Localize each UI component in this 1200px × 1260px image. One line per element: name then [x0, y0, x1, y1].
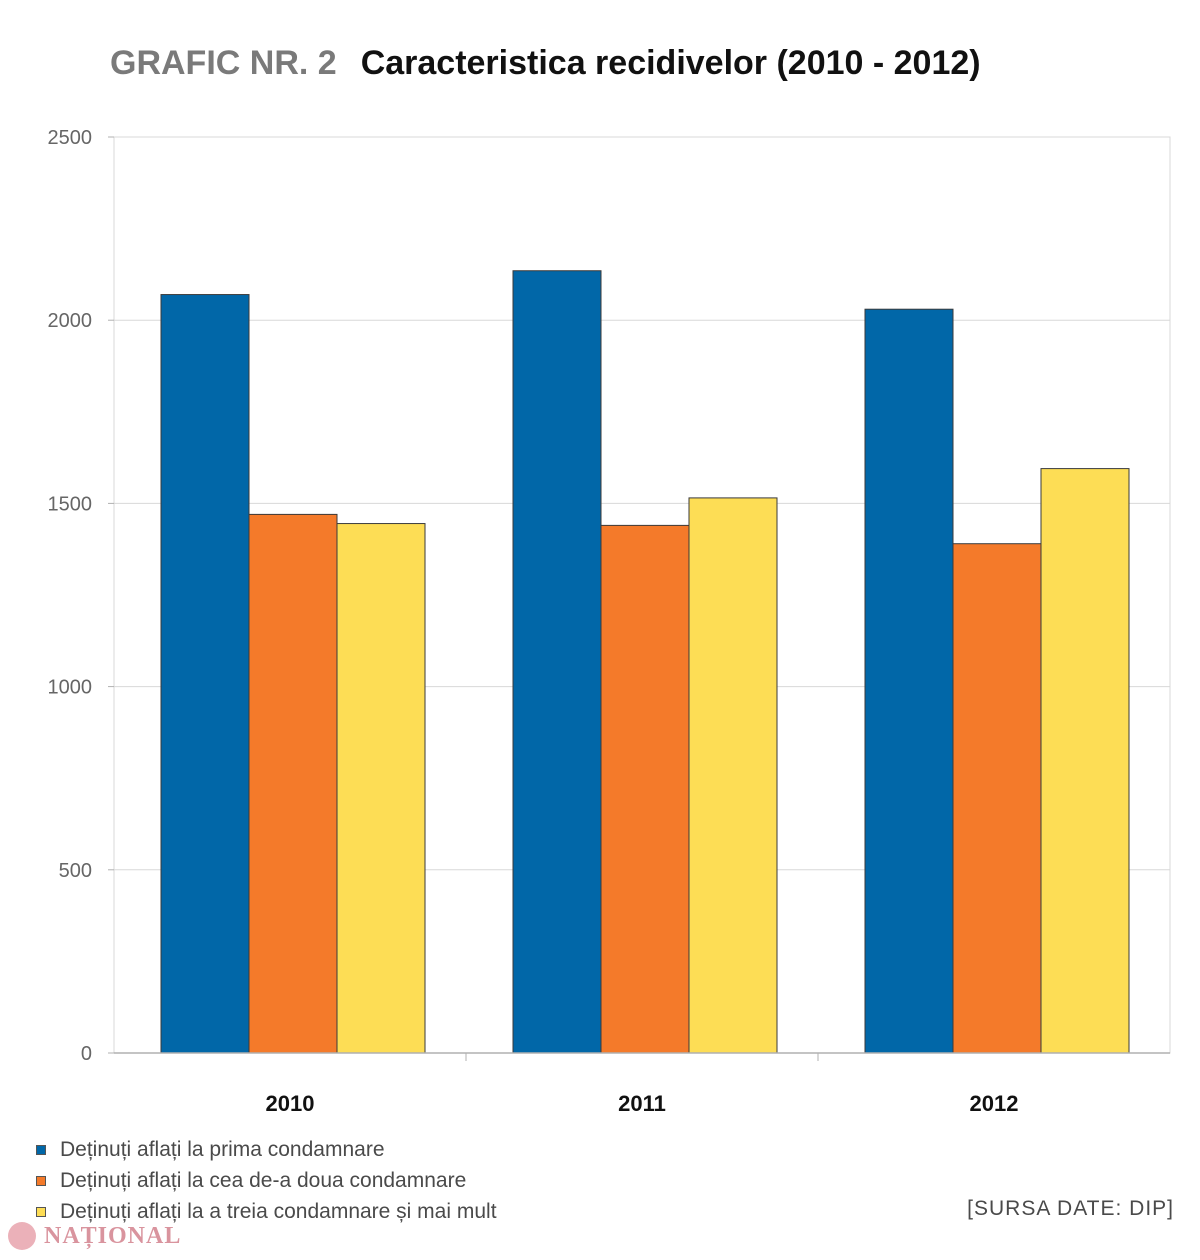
- legend-swatch-third: [36, 1206, 46, 1217]
- x-tick-label-2012: 2012: [970, 1091, 1019, 1116]
- y-tick-label-2000: 2000: [48, 310, 93, 332]
- legend-item-first: Deținuți aflați la prima condamnare: [36, 1134, 497, 1165]
- bar-chart: 0 500 1000 1500 2000 2500 2010 2011 2012: [48, 127, 1171, 1116]
- legend-label-second: Deținuți aflați la cea de-a doua condamn…: [60, 1169, 467, 1192]
- legend-swatch-first: [36, 1144, 46, 1155]
- bar-2010-series-3: [336, 523, 426, 1054]
- bar-2010-series-1: [160, 294, 250, 1054]
- bar-2011-series-2: [600, 524, 690, 1054]
- legend-label-third: Deținuți aflați la a treia condamnare și…: [60, 1200, 497, 1223]
- chart-title: GRAFIC NR. 2 Caracteristica recidivelor (…: [110, 44, 981, 83]
- bar-2011-series-3: [688, 497, 778, 1054]
- logo-text: NAȚIONAL: [44, 1222, 182, 1249]
- bar-2011-series-1: [512, 270, 602, 1054]
- logo-mark-icon: [8, 1222, 36, 1250]
- x-tick-label-2010: 2010: [266, 1091, 315, 1116]
- legend: Deținuți aflați la prima condamnare Deți…: [36, 1134, 497, 1227]
- source-note: [SURSA DATE: DIP]: [967, 1197, 1174, 1220]
- chart-number: GRAFIC NR. 2: [110, 44, 337, 82]
- y-tick-label-1500: 1500: [48, 493, 93, 515]
- legend-item-third: Deținuți aflați la a treia condamnare și…: [36, 1196, 497, 1227]
- legend-item-second: Deținuți aflați la cea de-a doua condamn…: [36, 1165, 497, 1196]
- y-tick-label-0: 0: [81, 1043, 92, 1065]
- bar-2012-series-1: [864, 308, 954, 1054]
- legend-swatch-second: [36, 1175, 46, 1186]
- legend-label-first: Deținuți aflați la prima condamnare: [60, 1138, 385, 1161]
- y-tick-label-2500: 2500: [48, 127, 93, 149]
- y-tick-label-1000: 1000: [48, 677, 93, 699]
- national-logo[interactable]: NAȚIONAL: [8, 1222, 181, 1250]
- chart-title-text: Caracteristica recidivelor (2010 - 2012): [360, 44, 981, 82]
- bar-2012-series-2: [952, 543, 1042, 1054]
- y-tick-label-500: 500: [59, 860, 92, 882]
- bar-2010-series-2: [248, 513, 338, 1054]
- x-tick-label-2011: 2011: [618, 1091, 666, 1116]
- bar-2012-series-3: [1040, 468, 1130, 1054]
